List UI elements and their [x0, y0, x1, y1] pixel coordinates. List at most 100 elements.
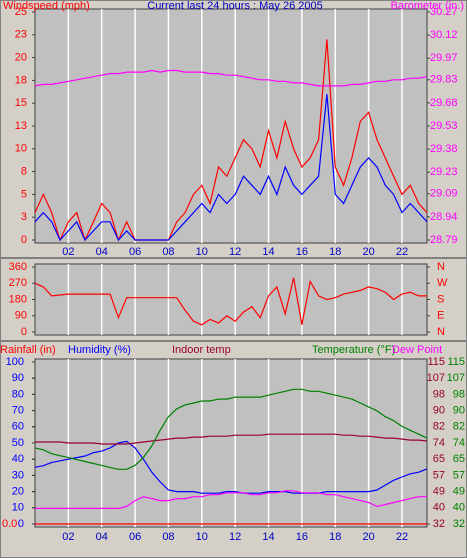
y-tick-label: 90	[12, 372, 24, 384]
y-tick-label: 107	[447, 372, 465, 384]
y-tick-label: 8	[21, 166, 27, 178]
y-tick-label: 360	[9, 261, 27, 273]
legend-label: Indoor temp	[172, 344, 231, 356]
x-tick-label: 04	[96, 246, 108, 258]
y-tick-label: 50	[12, 437, 24, 449]
x-tick-label: 16	[296, 531, 308, 543]
y-tick-label: 28.94	[430, 211, 458, 223]
y-tick-label: 65	[433, 453, 445, 465]
y-tick-label: 107	[427, 372, 445, 384]
y-tick-label: 29.68	[430, 97, 458, 109]
y-tick-label: 74	[433, 437, 445, 449]
y-tick-label: 20	[15, 52, 27, 64]
legend-label: Temperature (°F)	[312, 344, 395, 356]
x-tick-label: 12	[229, 531, 241, 543]
y-tick-label: 29.97	[430, 52, 458, 64]
y-tick-label: 25	[15, 6, 27, 18]
x-tick-label: 20	[362, 246, 374, 258]
legend-label: Rainfall (in)	[0, 344, 56, 356]
y-tick-label: 115	[447, 356, 465, 368]
x-tick-label: 06	[129, 531, 141, 543]
y-tick-label: 40	[453, 502, 465, 514]
x-tick-label: 08	[162, 246, 174, 258]
x-tick-label: 08	[162, 531, 174, 543]
y-tick-label: 10	[15, 143, 27, 155]
y-tick-label: 98	[453, 388, 465, 400]
x-tick-label: 14	[262, 531, 274, 543]
x-tick-label: 20	[362, 531, 374, 543]
x-tick-label: 12	[229, 246, 241, 258]
title: Current last 24 hours : May 26 2005	[147, 0, 322, 12]
y-tick-label: N	[437, 261, 445, 273]
plot-area	[34, 8, 428, 244]
y-tick-label: 270	[9, 277, 27, 289]
data-line	[34, 388, 428, 470]
y-tick-label: 57	[453, 469, 465, 481]
y-tick-label: 23	[15, 29, 27, 41]
y-tick-label: 28.79	[430, 234, 458, 246]
y-tick-label: 29.38	[430, 143, 458, 155]
y-tick-label: 32	[433, 518, 445, 530]
y-tick-label: 65	[453, 453, 465, 465]
y-tick-label: 82	[433, 421, 445, 433]
x-tick-label: 18	[329, 531, 341, 543]
x-tick-label: 16	[296, 246, 308, 258]
data-line	[34, 69, 428, 87]
legend-label: Dew Point	[392, 344, 442, 356]
y-tick-label: 0.0	[2, 518, 17, 530]
y-tick-label: 0	[21, 326, 27, 338]
data-line	[34, 277, 427, 326]
y-tick-label: 29.83	[430, 74, 458, 86]
y-tick-label: N	[437, 326, 445, 338]
x-tick-label: 04	[96, 531, 108, 543]
legend-label: Humidity (%)	[68, 344, 131, 356]
y-tick-label: 60	[12, 421, 24, 433]
y-tick-label: 49	[433, 486, 445, 498]
x-tick-label: 10	[196, 531, 208, 543]
y-tick-label: 49	[453, 486, 465, 498]
y-tick-label: 90	[15, 310, 27, 322]
data-line	[34, 94, 428, 242]
y-tick-label: 90	[433, 405, 445, 417]
x-tick-label: 02	[62, 531, 74, 543]
y-tick-label: 13	[15, 120, 27, 132]
y-tick-label: S	[437, 293, 444, 305]
x-tick-label: 06	[129, 246, 141, 258]
y-tick-label: 30.12	[430, 29, 458, 41]
data-line	[34, 440, 428, 494]
x-tick-label: 02	[62, 246, 74, 258]
y-tick-label: 180	[9, 293, 27, 305]
y-tick-label: E	[437, 310, 444, 322]
y-tick-label: 20	[12, 486, 24, 498]
x-tick-label: 22	[396, 246, 408, 258]
x-tick-label: 14	[262, 246, 274, 258]
y-tick-label: W	[437, 277, 448, 289]
data-line	[35, 433, 428, 445]
y-tick-label: 80	[12, 388, 24, 400]
x-tick-label: 18	[329, 246, 341, 258]
y-tick-label: 5	[21, 188, 27, 200]
plot-area	[34, 358, 428, 528]
plot-area	[34, 263, 428, 336]
y-tick-label: 0	[18, 518, 24, 530]
y-tick-label: 90	[453, 405, 465, 417]
y-tick-label: 10	[12, 502, 24, 514]
y-tick-label: 40	[12, 453, 24, 465]
y-tick-label: 30	[12, 469, 24, 481]
data-line	[35, 490, 427, 509]
y-tick-label: 40	[433, 502, 445, 514]
y-tick-label: 82	[453, 421, 465, 433]
y-tick-label: 15	[15, 97, 27, 109]
y-tick-label: 57	[433, 469, 445, 481]
y-tick-label: 30.27	[430, 6, 458, 18]
y-tick-label: 0	[21, 234, 27, 246]
y-tick-label: 100	[6, 356, 24, 368]
y-tick-label: 74	[453, 437, 465, 449]
x-tick-label: 10	[196, 246, 208, 258]
y-label: Windspeed (mph)	[3, 0, 90, 12]
x-tick-label: 22	[396, 531, 408, 543]
data-line	[34, 39, 428, 242]
y-tick-label: 32	[453, 518, 465, 530]
